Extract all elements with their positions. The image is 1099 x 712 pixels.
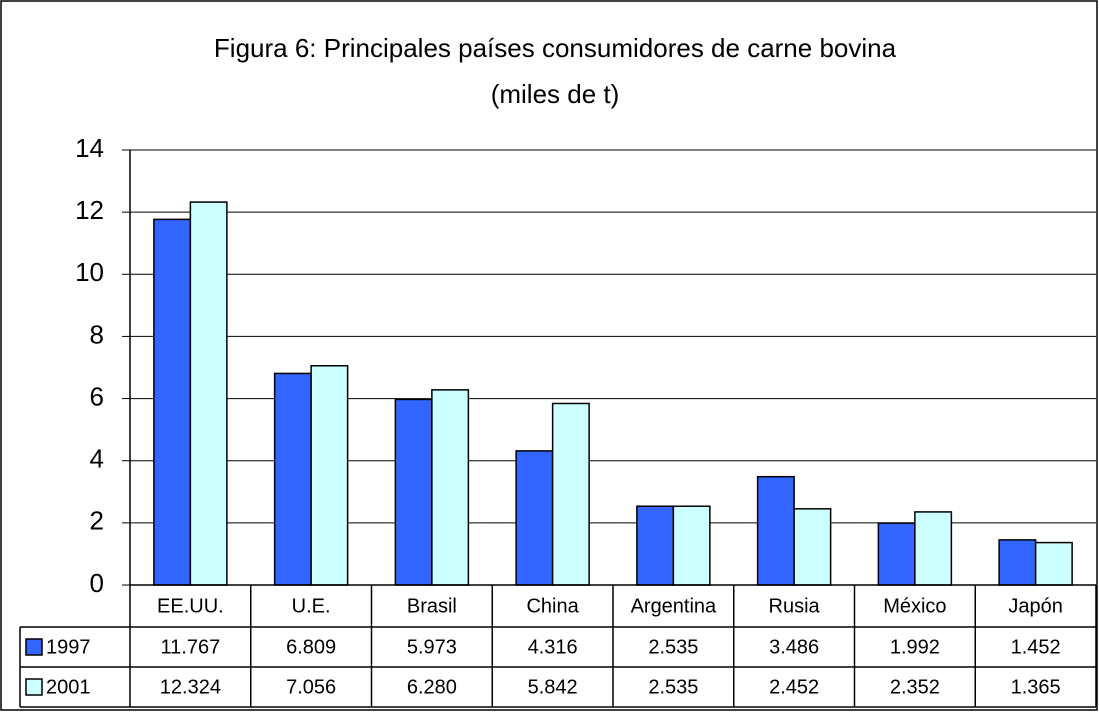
- legend-label: 1997: [46, 636, 91, 658]
- table-cell: 12.324: [160, 676, 221, 698]
- table-cell: 1.992: [890, 636, 940, 658]
- table-cell: 4.316: [528, 636, 578, 658]
- bar: [672, 505, 711, 586]
- legend-label: 2001: [46, 676, 91, 698]
- table-cell: 3.486: [769, 636, 819, 658]
- table-cell: 6.809: [286, 636, 336, 658]
- x-tick-label: Japón: [1008, 595, 1063, 617]
- bar: [515, 450, 554, 586]
- bar: [189, 201, 228, 586]
- y-tick-label: 8: [90, 319, 104, 349]
- bar: [551, 402, 590, 586]
- table-cell: 1.452: [1011, 636, 1061, 658]
- y-tick-label: 0: [90, 568, 104, 598]
- legend-key: [25, 678, 43, 696]
- bar: [310, 365, 349, 586]
- bar: [756, 475, 795, 586]
- y-tick-label: 6: [90, 381, 104, 411]
- table-cell: 5.842: [528, 676, 578, 698]
- x-tick-label: U.E.: [292, 595, 331, 617]
- table-cell: 2.535: [648, 676, 698, 698]
- x-tick-label: China: [526, 595, 579, 617]
- bar: [636, 505, 675, 586]
- x-tick-label: Argentina: [631, 595, 717, 617]
- bar: [153, 218, 192, 586]
- table-cell: 2.535: [648, 636, 698, 658]
- y-tick-label: 12: [75, 195, 104, 225]
- table-cell: 2.452: [769, 676, 819, 698]
- table-cell: 5.973: [407, 636, 457, 658]
- table-cell: 6.280: [407, 676, 457, 698]
- y-tick-label: 4: [90, 444, 104, 474]
- bar: [998, 539, 1037, 586]
- bar: [1034, 541, 1073, 586]
- bar: [793, 508, 832, 586]
- bar: [394, 398, 433, 586]
- y-tick-label: 14: [75, 133, 104, 163]
- table-cell: 2.352: [890, 676, 940, 698]
- x-tick-label: Rusia: [769, 595, 821, 617]
- chart-title: Figura 6: Principales países consumidore…: [214, 33, 897, 63]
- y-tick-label: 2: [90, 506, 104, 536]
- x-tick-label: México: [883, 595, 946, 617]
- table-cell: 11.767: [161, 636, 221, 658]
- y-tick-label: 10: [75, 257, 104, 287]
- bar: [914, 511, 953, 586]
- table-cell: 1.365: [1011, 676, 1061, 698]
- bar: [877, 522, 916, 586]
- bar: [273, 372, 312, 586]
- x-tick-label: Brasil: [407, 595, 457, 617]
- legend-key: [25, 638, 43, 656]
- bar: [431, 389, 470, 586]
- table-cell: 7.056: [286, 676, 336, 698]
- x-tick-label: EE.UU.: [157, 595, 224, 617]
- chart-subtitle: (miles de t): [491, 79, 620, 109]
